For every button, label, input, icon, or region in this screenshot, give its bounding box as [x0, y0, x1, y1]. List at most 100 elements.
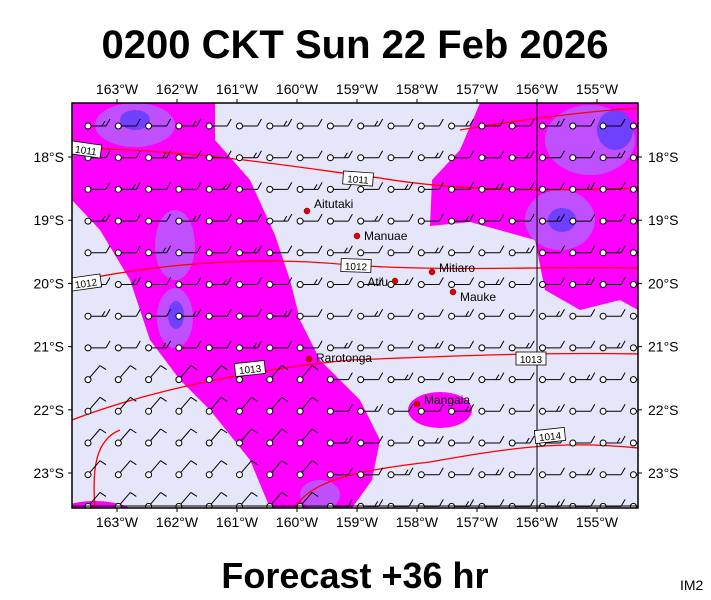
wind-barb — [387, 467, 414, 479]
wind-barb — [448, 277, 475, 288]
barb-flag — [499, 182, 505, 190]
barb-station — [417, 471, 425, 479]
wind-barb — [478, 118, 505, 130]
barb-station — [114, 471, 122, 479]
wind-barb — [84, 340, 111, 352]
barb-station — [508, 249, 516, 257]
barb-flag — [347, 277, 353, 285]
isobar-label-box — [72, 140, 103, 159]
wind-barb — [145, 150, 172, 162]
wind-barb — [629, 122, 638, 130]
wind-barb — [175, 150, 202, 162]
wind-barb — [266, 460, 289, 479]
wind-barb — [357, 213, 384, 225]
barb-flag — [434, 152, 439, 158]
barb-flag — [196, 277, 202, 285]
barb-flag — [560, 467, 565, 475]
barb-station — [448, 312, 456, 320]
barb-station — [478, 281, 486, 288]
barb-flag — [378, 213, 384, 222]
barb-flag — [160, 365, 167, 371]
barb-flag — [647, 311, 650, 316]
barb-flag — [499, 213, 505, 222]
barb-station — [84, 122, 92, 130]
wind-barb — [387, 182, 414, 193]
barb-flag — [620, 277, 626, 285]
barb-flag — [317, 150, 323, 158]
isobar-label-box — [533, 427, 566, 444]
barb-station — [114, 344, 122, 352]
wind-barb — [326, 277, 353, 288]
barb-flag — [343, 437, 348, 444]
place-name: Atiu — [367, 275, 388, 289]
barb-flag — [257, 182, 262, 190]
wind-barb — [357, 308, 384, 320]
barb-station — [205, 249, 213, 257]
barb-flag — [438, 372, 444, 380]
wind-barb — [296, 428, 319, 447]
isobar-label: 1014 — [533, 427, 566, 444]
barb-flag — [196, 118, 202, 127]
barb-flag — [438, 150, 444, 158]
barb-flag — [529, 499, 535, 507]
barb-station — [266, 344, 274, 352]
wind-barb — [296, 150, 323, 162]
barb-flag — [560, 182, 565, 190]
barb-flag — [196, 308, 202, 317]
barb-flag — [438, 308, 444, 317]
wind-barb — [205, 340, 232, 352]
barb-station — [175, 281, 183, 288]
barb-station — [236, 407, 243, 415]
wind-barb — [175, 213, 202, 225]
wind-barb — [599, 150, 626, 162]
barb-flag — [317, 340, 323, 349]
barb-flag — [590, 404, 596, 412]
isobar-label: 1011 — [72, 140, 103, 159]
wind-barb — [478, 372, 505, 384]
barb-station — [417, 154, 425, 162]
barb-flag — [196, 182, 202, 190]
barb-flag — [469, 499, 475, 507]
wind-barb — [145, 182, 172, 193]
barb-station — [357, 471, 365, 479]
barb-flag — [586, 184, 591, 190]
barb-flag — [311, 428, 319, 434]
barb-station — [629, 312, 637, 320]
wind-barb — [114, 365, 137, 384]
barb-flag — [651, 246, 655, 253]
barb-station — [326, 122, 334, 130]
wind-barb — [569, 245, 596, 257]
wind-barb — [417, 404, 444, 415]
barb-flag — [135, 213, 141, 222]
place-name: Mitiaro — [439, 261, 475, 275]
barb-flag — [408, 213, 414, 222]
barb-flag — [135, 182, 141, 190]
barb-station — [599, 471, 607, 479]
barb-station — [478, 471, 486, 479]
barb-station — [569, 344, 577, 352]
barb-station — [539, 376, 546, 384]
barb-station — [387, 344, 395, 352]
barb-flag — [311, 491, 319, 497]
barb-station — [236, 249, 243, 257]
wind-barb — [539, 245, 565, 257]
wind-barb — [357, 404, 384, 415]
wind-barb — [145, 213, 172, 225]
barb-flag — [556, 120, 560, 127]
wind-barb — [387, 118, 414, 130]
wind-barb — [448, 245, 475, 257]
barb-flag — [220, 396, 228, 402]
barb-flag — [257, 308, 262, 317]
barb-flag — [160, 396, 167, 402]
barb-station — [236, 344, 243, 352]
lon-label: 156°W — [516, 81, 559, 97]
wind-barb — [629, 311, 650, 320]
barb-station — [326, 185, 334, 193]
lon-label: 157°W — [456, 81, 499, 97]
wind-barb — [175, 182, 202, 193]
barb-flag — [620, 245, 626, 254]
barb-station — [205, 281, 213, 288]
barb-flag — [616, 437, 621, 444]
wind-barb — [508, 245, 535, 257]
barb-flag — [166, 182, 172, 190]
